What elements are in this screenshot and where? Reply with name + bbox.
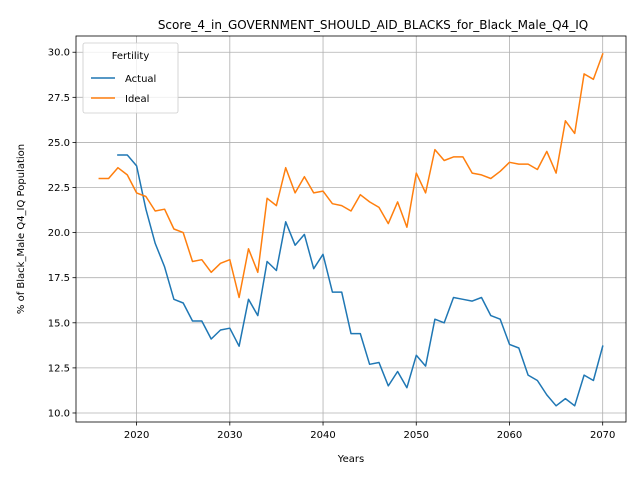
y-tick-label: 20.0 [48, 228, 70, 239]
series-line-ideal [98, 53, 604, 299]
y-tick-label: 27.5 [48, 93, 70, 104]
x-tick-label: 2040 [310, 430, 335, 441]
x-axis-label: Years [337, 454, 364, 465]
axis-ticks: 2020 2030 2040 2050 2060 2070 10.0 12.5 15.0 17.5… [48, 48, 616, 441]
x-tick-label: 2030 [217, 430, 242, 441]
y-tick-label: 15.0 [48, 318, 70, 329]
legend-box [82, 42, 179, 114]
y-tick-label: 12.5 [48, 363, 70, 374]
x-tick-label: 2070 [590, 430, 615, 441]
series-line-actual [117, 154, 604, 407]
x-tick-label: 2060 [497, 430, 522, 441]
legend-title: Fertility [112, 51, 150, 62]
y-tick-label: 22.5 [48, 183, 70, 194]
x-tick-label: 2050 [404, 430, 429, 441]
axes-frame [75, 35, 627, 423]
legend-label-ideal: Ideal [125, 94, 149, 105]
legend-label-actual: Actual [125, 74, 156, 85]
chart-title: Score_4_in_GOVERNMENT_SHOULD_AID_BLACKS_… [158, 18, 588, 32]
y-tick-label: 10.0 [48, 408, 70, 419]
y-tick-label: 30.0 [48, 48, 70, 59]
legend: Fertility Actual Ideal [82, 42, 179, 114]
plot-series [98, 53, 604, 407]
legend-entries: Actual Ideal [91, 74, 156, 105]
y-tick-label: 17.5 [48, 273, 70, 284]
x-tick-label: 2020 [124, 430, 149, 441]
y-tick-label: 25.0 [48, 138, 70, 149]
grid-lines [76, 36, 626, 422]
y-axis-label: % of Black_Male Q4_IQ Population [16, 144, 27, 314]
